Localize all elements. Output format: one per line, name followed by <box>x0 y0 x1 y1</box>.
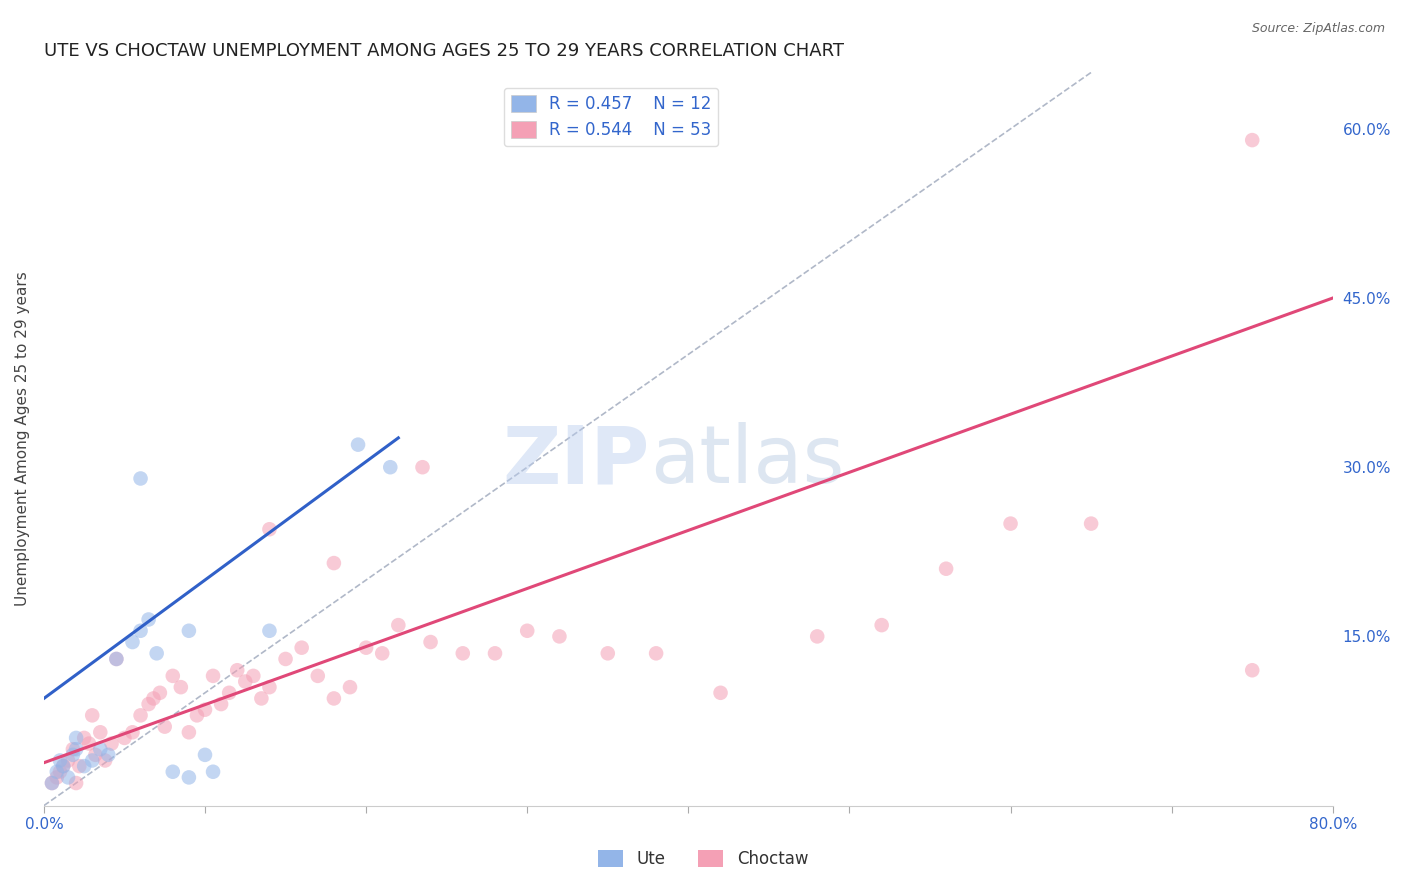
Point <box>73 759 96 773</box>
Point <box>1080 516 1102 531</box>
Point <box>339 680 361 694</box>
Point <box>218 686 240 700</box>
Point <box>65 776 87 790</box>
Point <box>56 754 79 768</box>
Point <box>1241 663 1264 677</box>
Point <box>105 652 128 666</box>
Point <box>484 646 506 660</box>
Point <box>97 747 120 762</box>
Point <box>354 640 377 655</box>
Point <box>121 725 143 739</box>
Point <box>209 697 232 711</box>
Point <box>49 754 72 768</box>
Point <box>45 764 67 779</box>
Point <box>226 663 249 677</box>
Point <box>149 686 172 700</box>
Point <box>194 747 217 762</box>
Point <box>41 776 63 790</box>
Point <box>186 708 208 723</box>
Point <box>387 618 409 632</box>
Point <box>411 460 433 475</box>
Point <box>105 652 128 666</box>
Point <box>177 624 200 638</box>
Point <box>52 759 75 773</box>
Point <box>65 742 87 756</box>
Legend: Ute, Choctaw: Ute, Choctaw <box>591 843 815 875</box>
Point <box>451 646 474 660</box>
Point <box>1241 133 1264 147</box>
Point <box>65 731 87 745</box>
Point <box>52 759 75 773</box>
Point <box>177 771 200 785</box>
Point <box>94 754 117 768</box>
Point <box>89 725 111 739</box>
Point <box>322 556 344 570</box>
Point <box>233 674 256 689</box>
Point <box>162 764 184 779</box>
Point <box>274 652 297 666</box>
Point <box>202 764 225 779</box>
Point <box>322 691 344 706</box>
Point <box>162 669 184 683</box>
Point <box>129 624 152 638</box>
Point <box>380 460 402 475</box>
Point <box>49 764 72 779</box>
Point <box>114 731 136 745</box>
Text: ZIP: ZIP <box>502 422 650 500</box>
Point <box>121 635 143 649</box>
Point <box>177 725 200 739</box>
Point <box>170 680 193 694</box>
Point <box>82 708 104 723</box>
Point <box>709 686 731 700</box>
Point <box>1000 516 1022 531</box>
Point <box>935 562 957 576</box>
Point <box>56 771 79 785</box>
Point <box>62 747 84 762</box>
Point <box>548 629 571 643</box>
Text: atlas: atlas <box>650 422 844 500</box>
Point <box>242 669 264 683</box>
Y-axis label: Unemployment Among Ages 25 to 29 years: Unemployment Among Ages 25 to 29 years <box>15 272 30 607</box>
Text: Source: ZipAtlas.com: Source: ZipAtlas.com <box>1251 22 1385 36</box>
Point <box>62 742 84 756</box>
Point <box>194 703 217 717</box>
Point <box>142 691 165 706</box>
Point <box>259 680 281 694</box>
Point <box>347 437 370 451</box>
Point <box>145 646 167 660</box>
Point <box>82 754 104 768</box>
Point <box>100 737 122 751</box>
Point <box>291 640 314 655</box>
Point <box>41 776 63 790</box>
Point <box>259 522 281 536</box>
Point <box>77 737 100 751</box>
Point <box>138 612 160 626</box>
Point <box>806 629 828 643</box>
Point <box>138 697 160 711</box>
Legend: R = 0.457    N = 12, R = 0.544    N = 53: R = 0.457 N = 12, R = 0.544 N = 53 <box>503 88 718 146</box>
Point <box>73 731 96 745</box>
Point <box>250 691 273 706</box>
Point <box>596 646 619 660</box>
Point <box>202 669 225 683</box>
Point <box>259 624 281 638</box>
Point <box>84 747 107 762</box>
Point <box>45 771 67 785</box>
Text: UTE VS CHOCTAW UNEMPLOYMENT AMONG AGES 25 TO 29 YEARS CORRELATION CHART: UTE VS CHOCTAW UNEMPLOYMENT AMONG AGES 2… <box>44 42 844 60</box>
Point <box>645 646 668 660</box>
Point <box>129 471 152 485</box>
Point <box>371 646 394 660</box>
Point <box>307 669 329 683</box>
Point <box>516 624 538 638</box>
Point <box>129 708 152 723</box>
Point <box>153 720 176 734</box>
Point <box>67 759 90 773</box>
Point <box>419 635 441 649</box>
Point <box>870 618 893 632</box>
Point <box>89 742 111 756</box>
